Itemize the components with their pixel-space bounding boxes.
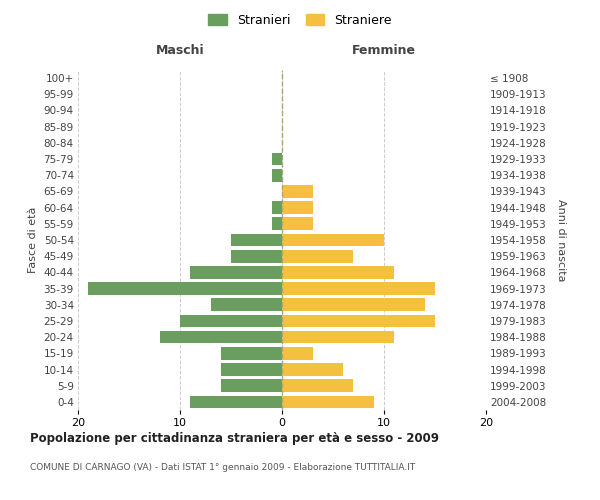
Bar <box>282 218 313 230</box>
Bar <box>282 347 313 360</box>
Text: Maschi: Maschi <box>155 44 205 57</box>
Bar <box>282 202 313 214</box>
Bar <box>231 234 282 246</box>
Text: COMUNE DI CARNAGO (VA) - Dati ISTAT 1° gennaio 2009 - Elaborazione TUTTITALIA.IT: COMUNE DI CARNAGO (VA) - Dati ISTAT 1° g… <box>30 464 415 472</box>
Bar <box>282 298 425 311</box>
Y-axis label: Fasce di età: Fasce di età <box>28 207 38 273</box>
Bar <box>282 266 394 278</box>
Bar <box>221 380 282 392</box>
Bar <box>272 169 282 181</box>
Bar <box>282 314 435 328</box>
Bar <box>221 347 282 360</box>
Bar <box>272 218 282 230</box>
Bar <box>282 380 353 392</box>
Bar <box>282 234 384 246</box>
Bar <box>282 282 435 295</box>
Y-axis label: Anni di nascita: Anni di nascita <box>556 198 566 281</box>
Bar <box>231 250 282 262</box>
Bar <box>272 202 282 214</box>
Bar <box>180 314 282 328</box>
Bar <box>221 363 282 376</box>
Legend: Stranieri, Straniere: Stranieri, Straniere <box>208 14 392 26</box>
Bar <box>211 298 282 311</box>
Text: Femmine: Femmine <box>352 44 416 57</box>
Bar <box>190 396 282 408</box>
Bar <box>190 266 282 278</box>
Bar <box>282 185 313 198</box>
Bar <box>282 331 394 344</box>
Bar <box>282 363 343 376</box>
Bar <box>88 282 282 295</box>
Bar <box>160 331 282 344</box>
Bar <box>282 396 374 408</box>
Bar <box>272 152 282 166</box>
Bar <box>282 250 353 262</box>
Text: Popolazione per cittadinanza straniera per età e sesso - 2009: Popolazione per cittadinanza straniera p… <box>30 432 439 445</box>
